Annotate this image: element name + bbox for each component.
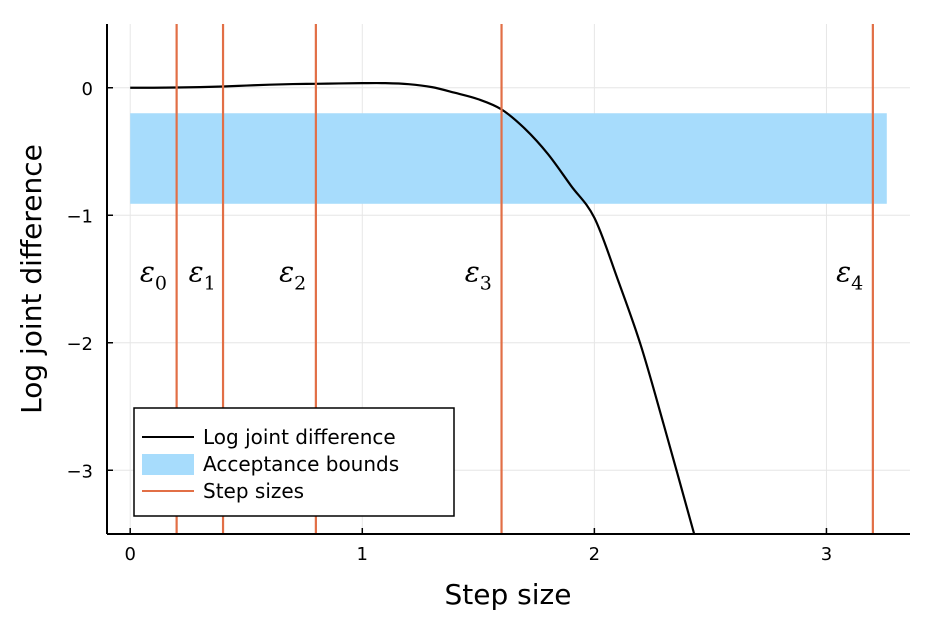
step-size-annotation: ε1 bbox=[189, 256, 216, 295]
y-tick-label: −3 bbox=[66, 461, 93, 482]
legend-label-steps: Step sizes bbox=[203, 479, 304, 503]
y-axis-title: Log joint difference bbox=[15, 144, 48, 414]
step-size-annotation: ε4 bbox=[836, 256, 863, 295]
legend: Log joint difference Acceptance bounds S… bbox=[133, 407, 455, 517]
step-size-annotation: ε3 bbox=[465, 256, 492, 295]
annotations: ε0 ε1 ε2 ε3 ε4 bbox=[140, 256, 863, 295]
x-tick-label: 2 bbox=[589, 544, 600, 565]
legend-label-band: Acceptance bounds bbox=[203, 452, 399, 476]
grid-lines bbox=[107, 24, 910, 534]
y-tick-label: 0 bbox=[82, 79, 93, 100]
legend-band-swatch bbox=[142, 454, 194, 475]
step-size-annotation: ε2 bbox=[279, 256, 306, 295]
legend-label-curve: Log joint difference bbox=[203, 425, 396, 449]
acceptance-band-layer bbox=[130, 113, 887, 204]
y-tick-label: −1 bbox=[66, 206, 93, 227]
x-tick-label: 1 bbox=[357, 544, 368, 565]
step-size-annotation: ε0 bbox=[140, 256, 167, 295]
x-axis-title: Step size bbox=[445, 578, 572, 611]
y-tick-label: −2 bbox=[66, 334, 93, 355]
x-tick-label: 0 bbox=[124, 544, 135, 565]
x-tick-label: 3 bbox=[821, 544, 832, 565]
tick-labels: 0 1 2 3 0 −1 −2 −3 bbox=[66, 79, 832, 565]
acceptance-band bbox=[130, 113, 887, 204]
axes bbox=[106, 24, 910, 535]
